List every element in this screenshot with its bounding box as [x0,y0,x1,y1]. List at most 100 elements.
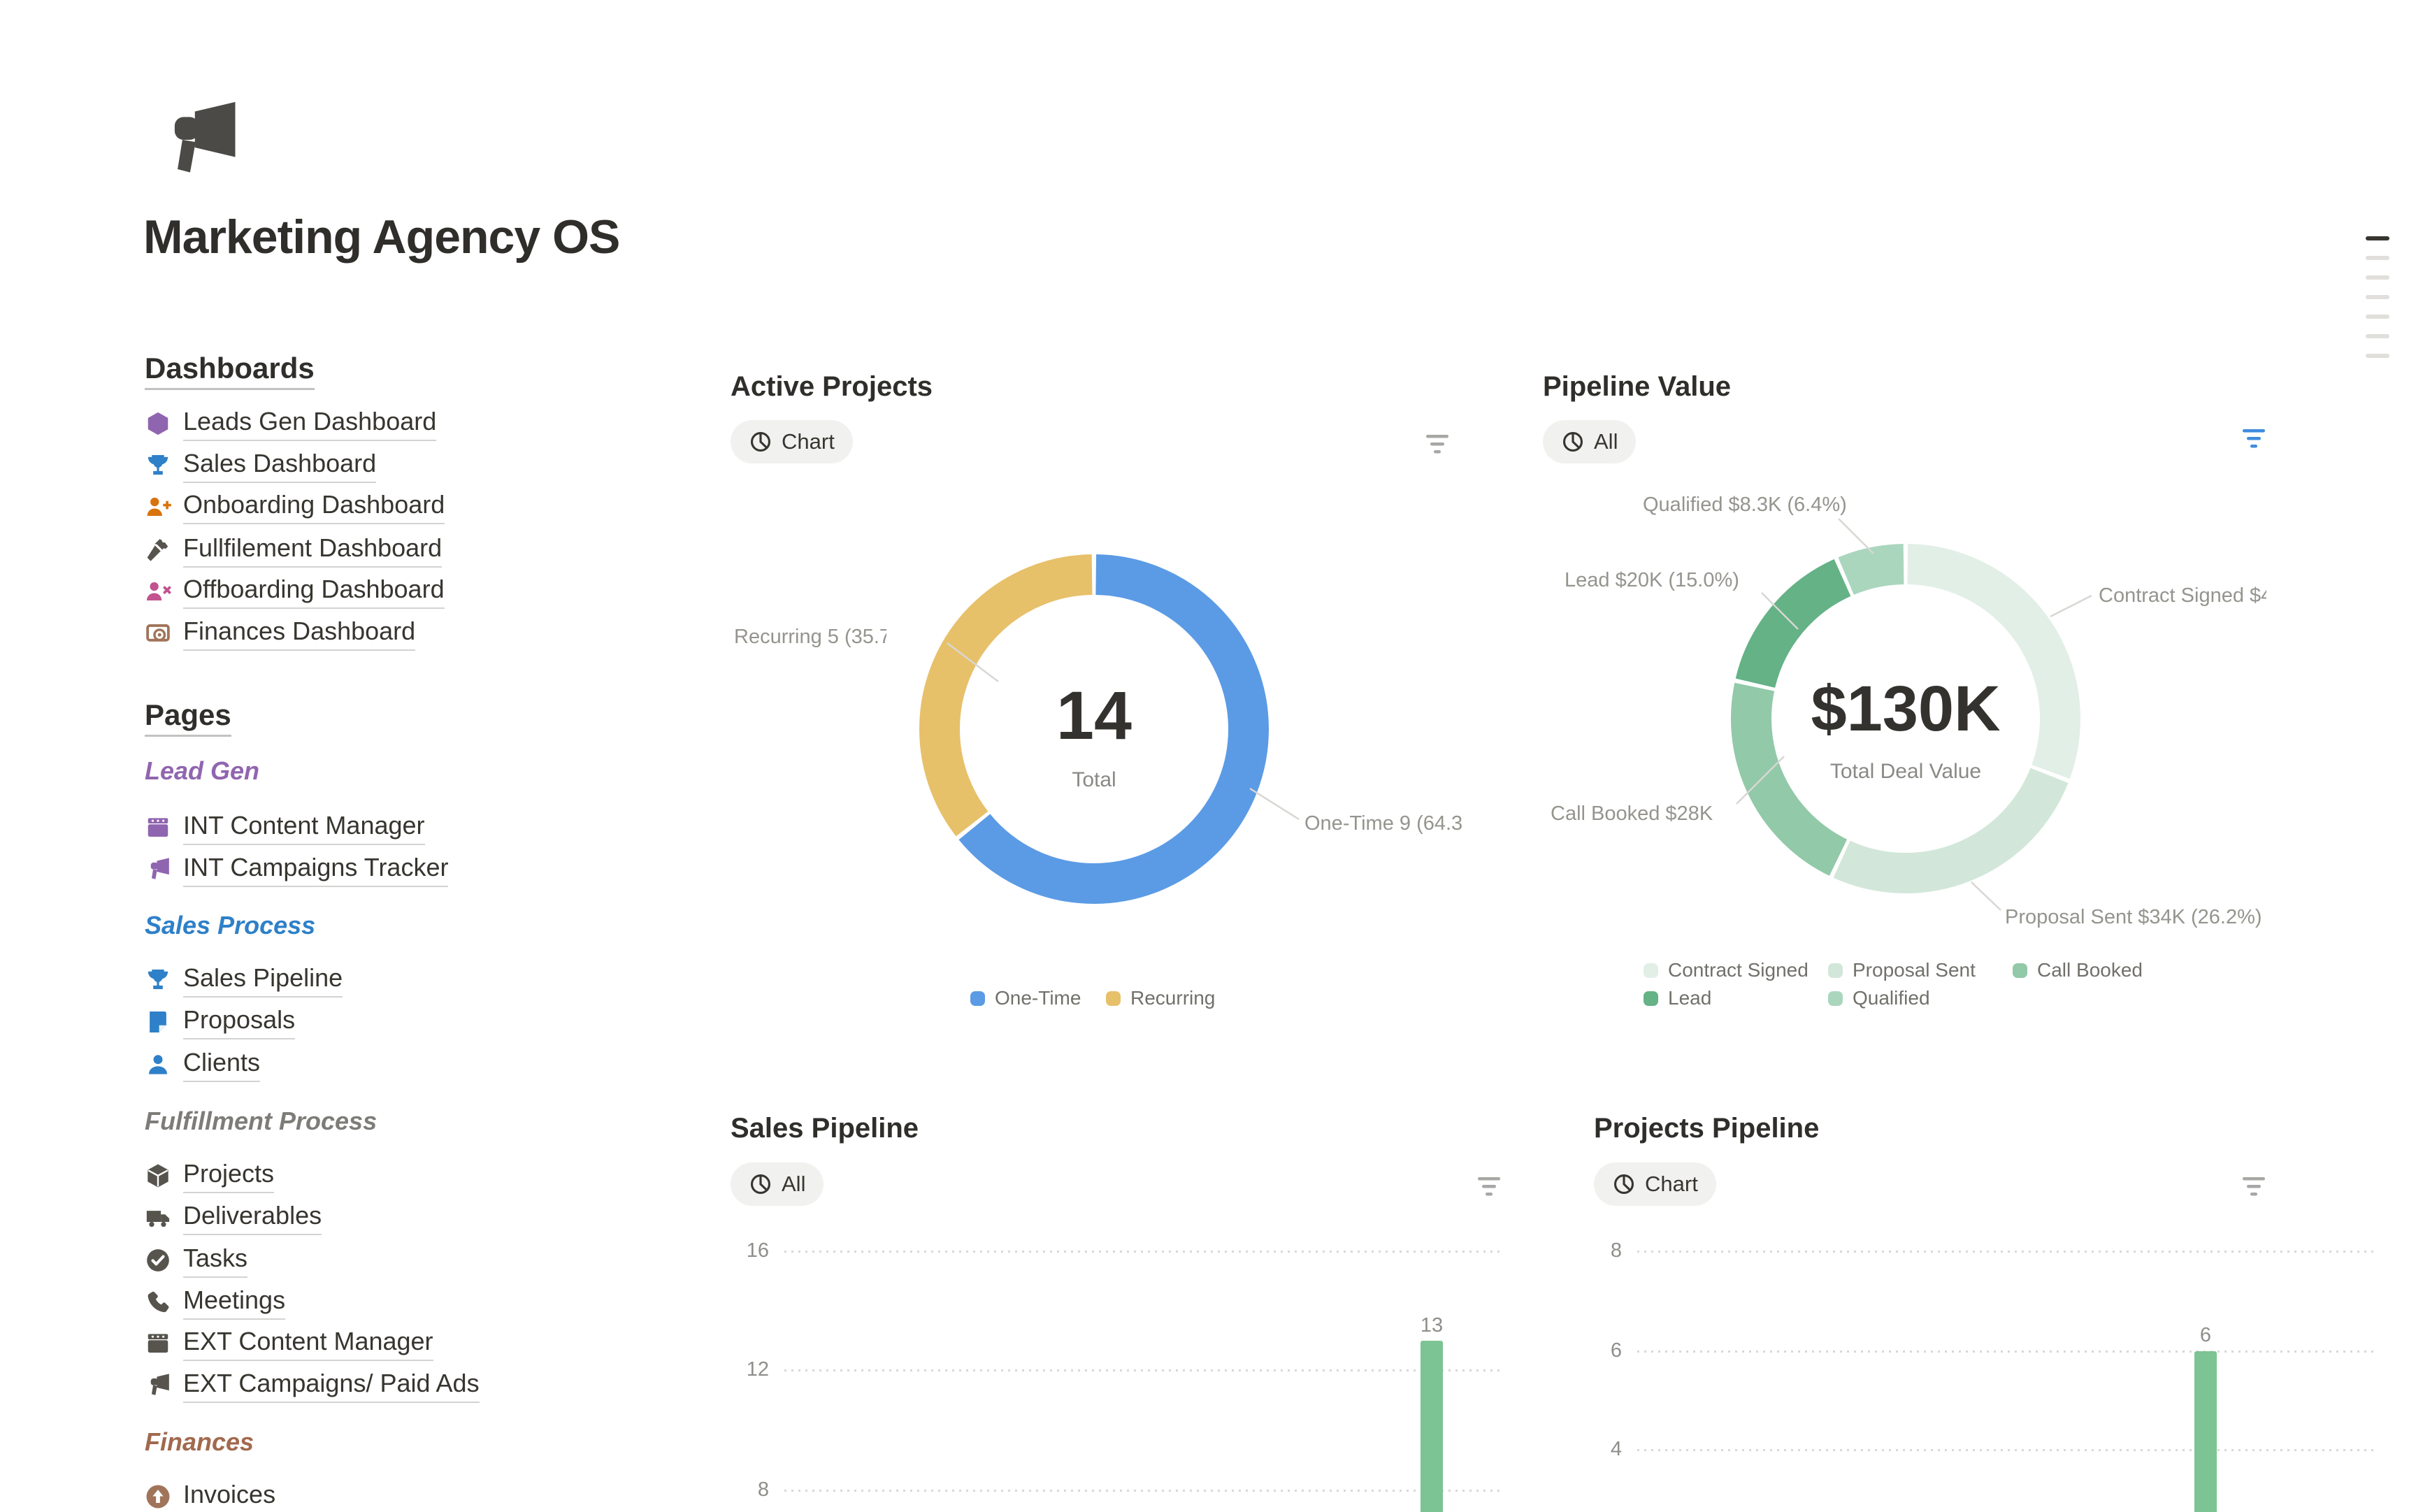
y-tick: 12 [746,1358,769,1381]
sidebar-group-lead-gen: Lead Gen [145,756,260,785]
sidebar-item-sales-dashboard[interactable]: Sales Dashboard [145,445,377,487]
donut-callout-qualified: Qualified $8.3K (6.4%) [1643,494,1847,516]
legend-swatch [1644,963,1658,978]
bar-value-label: 13 [1420,1314,1444,1337]
gridline [784,1490,1503,1492]
gridline [1637,1351,2375,1353]
chart-view-button[interactable]: All [731,1162,824,1206]
legend-item-call-booked[interactable]: Call Booked [2013,959,2143,981]
y-tick: 8 [757,1478,769,1501]
page-title: Marketing Agency OS [143,210,620,264]
sidebar-item-deliverables[interactable]: Deliverables [145,1197,322,1239]
y-tick: 6 [1610,1339,1622,1362]
gridline [1637,1449,2375,1451]
legend-item-recurring[interactable]: Recurring [1106,987,1215,1009]
chart-title: Sales Pipeline [731,1113,919,1144]
sidebar-item-meetings[interactable]: Meetings [145,1281,286,1323]
donut-segment-proposal-sent[interactable] [1731,544,2080,893]
chart-view-button[interactable]: Chart [1594,1162,1716,1206]
legend-item-one-time[interactable]: One-Time [970,987,1081,1009]
pie-chart-icon [749,430,772,454]
legend-swatch [1106,991,1121,1006]
donut-callout-one-time: One-Time 9 (64.3 [1304,812,1463,835]
chart-view-button[interactable]: Chart [731,420,853,463]
donut-segment-contract-signed[interactable] [1731,544,2080,893]
bar[interactable] [1421,1341,1443,1512]
donut-segment-call-booked[interactable] [1731,544,2080,893]
gridline [1637,1251,2375,1253]
package-icon [145,1162,171,1189]
sidebar-group-sales-process: Sales Process [145,911,316,939]
legend-swatch [2013,963,2027,978]
active-projects-donut [919,554,1269,904]
pipeline-value-donut [1731,544,2080,893]
person-remove-icon [145,578,171,605]
sidebar-item-ext-content-manager[interactable]: EXT Content Manager [145,1323,433,1365]
filter-icon[interactable] [2240,1176,2268,1198]
sidebar-item-offboarding-dashboard[interactable]: Offboarding Dashboard [145,570,445,612]
sidebar-item-tasks[interactable]: Tasks [145,1239,248,1281]
donut-callout-proposal-sent: Proposal Sent $34K (26.2%) [2005,906,2262,928]
sidebar-item-onboarding-dashboard[interactable]: Onboarding Dashboard [145,486,445,528]
chart-title: Active Projects [731,371,933,402]
trophy-icon [145,452,171,479]
sidebar-item-fullfilement-dashboard[interactable]: Fullfilement Dashboard [145,529,443,571]
outline-indicator-line[interactable] [2366,275,2389,280]
pie-chart-icon [749,1172,772,1196]
sidebar-item-invoices[interactable]: Invoices [145,1476,275,1512]
y-tick: 8 [1610,1239,1622,1262]
person-icon [145,1051,171,1078]
filter-icon[interactable] [1475,1176,1503,1198]
sidebar-item-int-content-manager[interactable]: INT Content Manager [145,807,425,849]
sidebar-item-int-campaigns-tracker[interactable]: INT Campaigns Tracker [145,849,449,891]
donut-center-label: Total Deal Value [1829,760,1982,783]
bar-value-label: 6 [2199,1324,2212,1346]
legend-item-qualified[interactable]: Qualified [1828,987,1930,1009]
sidebar-item-projects[interactable]: Projects [145,1155,275,1197]
sidebar-heading-pages: Pages [145,698,231,737]
megaphone-icon [145,856,171,883]
donut-callout-lead: Lead $20K (15.0%) [1565,569,1739,591]
sidebar-item-sales-pipeline[interactable]: Sales Pipeline [145,959,343,1001]
banknote-icon [145,620,171,647]
y-tick: 16 [746,1239,769,1262]
legend-item-lead[interactable]: Lead [1644,987,1711,1009]
clapperboard-icon [145,814,171,841]
hammer-icon [145,537,171,563]
donut-center: 14 Total [947,682,1241,792]
bar[interactable] [2194,1351,2217,1512]
donut-callout-contract-signed: Contract Signed $40K [2099,584,2266,607]
legend-item-contract-signed[interactable]: Contract Signed [1644,959,1809,981]
sidebar-item-finances-dashboard[interactable]: Finances Dashboard [145,612,416,654]
megaphone-logo [152,96,245,185]
filter-icon[interactable] [1423,433,1451,456]
sidebar-item-clients[interactable]: Clients [145,1044,261,1086]
outline-indicator-line[interactable] [2366,334,2389,338]
donut-callout-recurring: Recurring 5 (35.7%) [734,626,886,648]
legend-swatch [1828,963,1843,978]
outline-indicator-line[interactable] [2366,295,2389,299]
note-icon [145,1009,171,1035]
legend-item-proposal-sent[interactable]: Proposal Sent [1828,959,1976,981]
truck-icon [145,1204,171,1231]
arrow-up-circle-icon [145,1483,171,1510]
donut-center-value: $130K [1811,673,2001,744]
sidebar-item-ext-campaigns-paid-ads[interactable]: EXT Campaigns/ Paid Ads [145,1365,480,1406]
sidebar-group-fulfillment-process: Fulfillment Process [145,1107,378,1135]
outline-indicator-line[interactable] [2366,315,2389,319]
filter-icon-active[interactable] [2240,428,2268,450]
outline-indicator-line[interactable] [2366,354,2389,358]
clapperboard-icon [145,1330,171,1357]
donut-segment-recurring[interactable] [919,554,1269,904]
sidebar-item-proposals[interactable]: Proposals [145,1001,296,1043]
gridline [784,1251,1503,1253]
hexagon-icon [145,410,171,437]
outline-indicator-line[interactable] [2366,256,2389,260]
outline-indicator-line[interactable] [2366,236,2389,240]
gridline [784,1369,1503,1371]
check-circle-icon [145,1247,171,1274]
sidebar-item-leads-gen-dashboard[interactable]: Leads Gen Dashboard [145,403,437,445]
donut-center-label: Total [1072,768,1116,791]
donut-segment-one-time[interactable] [919,554,1269,904]
chart-view-button[interactable]: All [1543,420,1637,463]
